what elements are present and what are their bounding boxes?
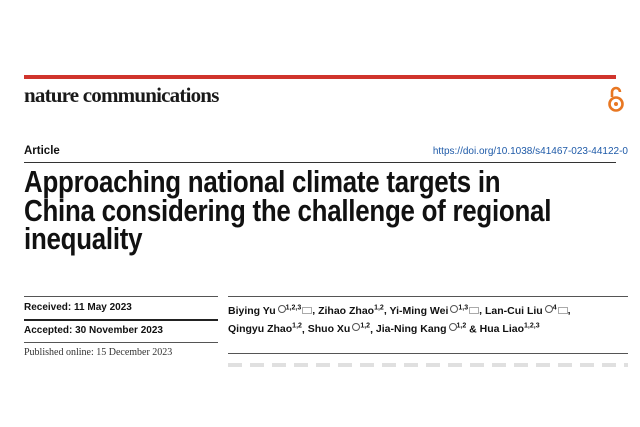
author-name: Zihao Zhao bbox=[318, 304, 375, 317]
author-separator: , bbox=[312, 304, 319, 317]
article-title: Approaching national climate targets in … bbox=[24, 164, 609, 256]
orcid-icon[interactable] bbox=[450, 304, 459, 313]
author-name: Biying Yu bbox=[228, 304, 276, 317]
affiliation-numbers: 1,2,3 bbox=[524, 322, 540, 330]
author[interactable]: Shuo Xu 1,2 bbox=[307, 322, 371, 336]
divider bbox=[228, 353, 628, 354]
divider bbox=[24, 342, 218, 343]
author[interactable]: Yi-Ming Wei 1,3 bbox=[389, 304, 480, 317]
journal-accent-bar bbox=[24, 75, 616, 79]
author-separator: , bbox=[301, 323, 308, 335]
author-separator: & bbox=[466, 323, 480, 335]
author[interactable]: Qingyu Zhao1,2 bbox=[228, 322, 302, 336]
divider bbox=[228, 296, 628, 297]
divider bbox=[24, 319, 218, 321]
affiliation-numbers: 4 bbox=[552, 304, 557, 311]
orcid-icon[interactable] bbox=[544, 304, 553, 313]
affiliation-numbers: 1,2 bbox=[292, 322, 302, 330]
author-separator: , bbox=[479, 304, 485, 317]
email-icon[interactable] bbox=[557, 306, 568, 314]
orcid-icon[interactable] bbox=[352, 323, 361, 331]
affiliation-numbers: 1,2 bbox=[360, 322, 371, 330]
affiliation-numbers: 1,3 bbox=[458, 304, 469, 311]
journal-name: nature communications bbox=[24, 83, 219, 107]
author[interactable]: Zihao Zhao1,2 bbox=[318, 304, 384, 317]
email-icon[interactable] bbox=[302, 306, 313, 314]
author[interactable]: Lan-Cui Liu 4 bbox=[484, 304, 568, 317]
author[interactable]: Jia-Ning Kang 1,2 bbox=[375, 322, 467, 336]
title-line: China considering the challenge of regio… bbox=[24, 192, 552, 228]
affiliation-numbers: 1,2 bbox=[456, 322, 467, 330]
article-type: Article bbox=[24, 145, 60, 157]
divider bbox=[24, 296, 218, 297]
author-name: Hua Liao bbox=[479, 323, 525, 335]
orcid-icon[interactable] bbox=[277, 304, 286, 313]
author-name: Shuo Xu bbox=[307, 323, 351, 335]
title-line: inequality bbox=[24, 221, 143, 256]
author-name: Yi-Ming Wei bbox=[389, 304, 449, 317]
author-separator: , bbox=[370, 323, 376, 335]
received-date: Received: 11 May 2023 bbox=[24, 302, 132, 313]
affiliation-numbers: 1,2 bbox=[374, 304, 384, 311]
affiliation-numbers: 1,2,3 bbox=[285, 304, 302, 311]
author-list: Biying Yu 1,2,3, Zihao Zhao1,2, Yi-Ming W… bbox=[228, 300, 628, 337]
author-separator: , bbox=[383, 304, 390, 317]
divider bbox=[24, 162, 616, 163]
doi-link[interactable]: https://doi.org/10.1038/s41467-023-44122… bbox=[432, 146, 628, 157]
title-line: Approaching national climate targets in bbox=[24, 164, 501, 199]
author-name: Lan-Cui Liu bbox=[484, 304, 543, 317]
orcid-icon[interactable] bbox=[448, 323, 457, 331]
author-name: Jia-Ning Kang bbox=[375, 323, 447, 335]
author-name: Qingyu Zhao bbox=[228, 323, 293, 335]
published-date: Published online: 15 December 2023 bbox=[24, 347, 173, 358]
author[interactable]: Hua Liao1,2,3 bbox=[479, 322, 540, 336]
accepted-date: Accepted: 30 November 2023 bbox=[24, 325, 163, 336]
author-separator: , bbox=[567, 304, 571, 317]
open-access-icon bbox=[608, 86, 624, 112]
abstract-text-cropped bbox=[228, 363, 628, 367]
email-icon[interactable] bbox=[469, 306, 480, 314]
author[interactable]: Biying Yu 1,2,3 bbox=[228, 304, 313, 317]
